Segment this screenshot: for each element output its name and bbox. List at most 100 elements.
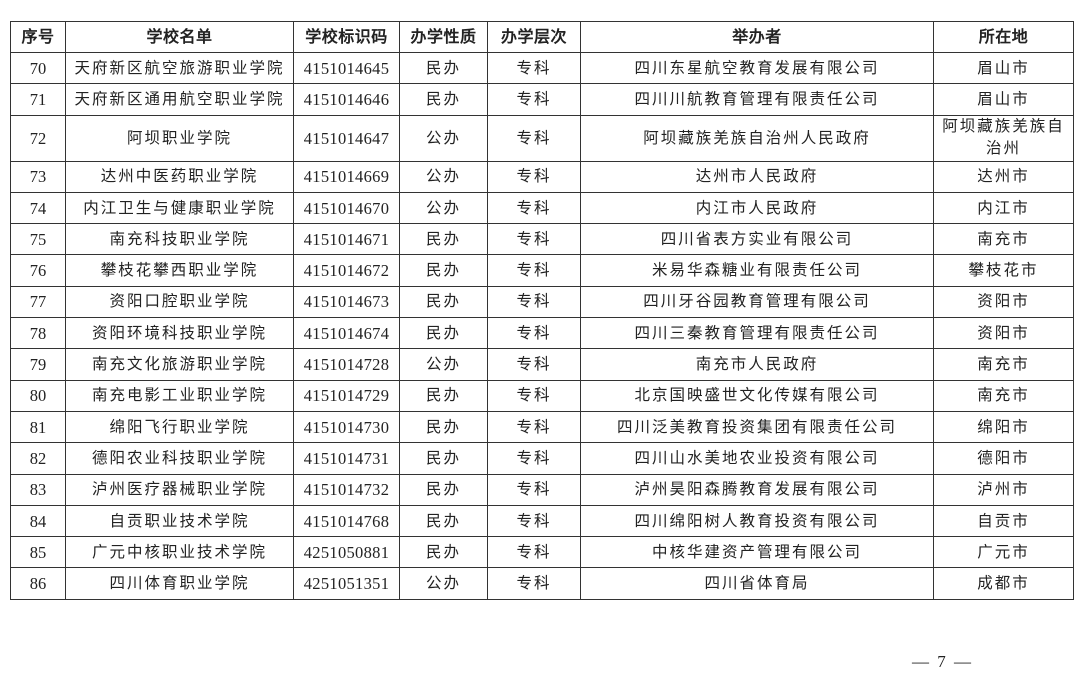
cell-school-name: 资阳口腔职业学院 [65, 285, 294, 319]
cell-school-name: 广元中核职业技术学院 [65, 536, 294, 569]
cell-school-name: 四川体育职业学院 [65, 567, 294, 600]
page-number: — 7 — [912, 652, 973, 671]
cell-level: 专科 [487, 379, 581, 412]
header-school-code: 学校标识码 [293, 21, 400, 53]
cell-sponsor: 四川牙谷园教育管理有限公司 [580, 285, 934, 319]
cell-seq: 78 [10, 317, 66, 350]
cell-seq: 85 [10, 536, 66, 569]
cell-ownership: 民办 [399, 379, 488, 412]
cell-level: 专科 [487, 536, 581, 569]
table-row: 75 南充科技职业学院 4151014671 民办 专科 四川省表方实业有限公司 南充市 [10, 223, 1074, 256]
table-row: 73 达州中医药职业学院 4151014669 公办 专科 达州市人民政府 达州市 [10, 160, 1074, 193]
cell-school-name: 德阳农业科技职业学院 [65, 442, 294, 475]
cell-school-name: 资阳环境科技职业学院 [65, 317, 294, 350]
cell-seq: 73 [10, 160, 66, 193]
cell-school-name: 阿坝职业学院 [65, 114, 294, 162]
cell-seq: 82 [10, 442, 66, 475]
cell-sponsor: 四川东星航空教育发展有限公司 [580, 51, 934, 85]
cell-seq: 86 [10, 567, 66, 600]
cell-ownership: 公办 [399, 160, 488, 193]
cell-sponsor: 四川山水美地农业投资有限公司 [580, 442, 934, 475]
cell-school-code: 4151014671 [293, 223, 400, 256]
cell-school-name: 绵阳飞行职业学院 [65, 410, 294, 444]
table-row: 83 泸州医疗器械职业学院 4151014732 民办 专科 泸州昊阳森腾教育发展有限公司… [10, 473, 1074, 506]
cell-ownership: 民办 [399, 442, 488, 475]
cell-level: 专科 [487, 223, 581, 256]
table-row: 84 自贡职业技术学院 4151014768 民办 专科 四川绵阳树人教育投资有限公司 自贡… [10, 504, 1074, 538]
cell-school-name: 达州中医药职业学院 [65, 160, 294, 193]
table-row: 72 阿坝职业学院 4151014647 公办 专科 阿坝藏族羌族自治州人民政府 阿坝藏族羌… [10, 114, 1074, 162]
cell-location: 眉山市 [933, 51, 1074, 85]
cell-school-code: 4151014729 [293, 379, 400, 412]
cell-sponsor: 米易华森糖业有限责任公司 [580, 254, 934, 287]
table-row: 70 天府新区航空旅游职业学院 4151014645 民办 专科 四川东星航空教育发展有限… [10, 51, 1074, 85]
cell-school-code: 4151014645 [293, 51, 400, 85]
cell-ownership: 民办 [399, 254, 488, 287]
cell-sponsor: 泸州昊阳森腾教育发展有限公司 [580, 473, 934, 506]
cell-school-code: 4151014731 [293, 442, 400, 475]
cell-location: 德阳市 [933, 442, 1074, 475]
cell-level: 专科 [487, 317, 581, 350]
table-row: 74 内江卫生与健康职业学院 4151014670 公办 专科 内江市人民政府 内江市 [10, 191, 1074, 225]
table-row: 77 资阳口腔职业学院 4151014673 民办 专科 四川牙谷园教育管理有限公司 资阳市 [10, 285, 1074, 319]
cell-location: 资阳市 [933, 317, 1074, 350]
cell-school-name: 南充电影工业职业学院 [65, 379, 294, 412]
cell-location: 绵阳市 [933, 410, 1074, 444]
cell-school-name: 南充科技职业学院 [65, 223, 294, 256]
table-row: 82 德阳农业科技职业学院 4151014731 民办 专科 四川山水美地农业投资有限公司… [10, 442, 1074, 475]
header-location: 所在地 [933, 21, 1074, 53]
cell-school-name: 天府新区通用航空职业学院 [65, 83, 294, 116]
cell-ownership: 公办 [399, 114, 488, 162]
cell-ownership: 民办 [399, 285, 488, 319]
cell-sponsor: 四川三秦教育管理有限责任公司 [580, 317, 934, 350]
table-row: 71 天府新区通用航空职业学院 4151014646 民办 专科 四川川航教育管理有限责任… [10, 83, 1074, 116]
cell-seq: 81 [10, 410, 66, 444]
cell-seq: 79 [10, 348, 66, 381]
table-row: 81 绵阳飞行职业学院 4151014730 民办 专科 四川泛美教育投资集团有限责任公司… [10, 410, 1074, 444]
cell-ownership: 民办 [399, 317, 488, 350]
cell-location: 内江市 [933, 191, 1074, 225]
cell-location: 资阳市 [933, 285, 1074, 319]
cell-ownership: 公办 [399, 567, 488, 600]
cell-level: 专科 [487, 285, 581, 319]
cell-sponsor: 四川省表方实业有限公司 [580, 223, 934, 256]
cell-location: 达州市 [933, 160, 1074, 193]
cell-sponsor: 四川泛美教育投资集团有限责任公司 [580, 410, 934, 444]
cell-school-name: 内江卫生与健康职业学院 [65, 191, 294, 225]
cell-location: 广元市 [933, 536, 1074, 569]
cell-ownership: 民办 [399, 410, 488, 444]
cell-sponsor: 北京国映盛世文化传媒有限公司 [580, 379, 934, 412]
cell-school-name: 南充文化旅游职业学院 [65, 348, 294, 381]
cell-level: 专科 [487, 348, 581, 381]
cell-ownership: 民办 [399, 83, 488, 116]
cell-level: 专科 [487, 567, 581, 600]
header-school-name: 学校名单 [65, 21, 294, 53]
header-ownership: 办学性质 [399, 21, 488, 53]
table-row: 79 南充文化旅游职业学院 4151014728 公办 专科 南充市人民政府 南充市 [10, 348, 1074, 381]
cell-ownership: 公办 [399, 348, 488, 381]
cell-school-code: 4151014768 [293, 504, 400, 538]
cell-ownership: 民办 [399, 473, 488, 506]
cell-school-name: 天府新区航空旅游职业学院 [65, 51, 294, 85]
cell-level: 专科 [487, 114, 581, 162]
cell-ownership: 民办 [399, 51, 488, 85]
cell-sponsor: 内江市人民政府 [580, 191, 934, 225]
cell-school-code: 4151014669 [293, 160, 400, 193]
school-list-table: 序号 学校名单 学校标识码 办学性质 办学层次 举办者 所在地 70 天府新区航空旅游职业学院… [10, 21, 1074, 600]
cell-sponsor: 达州市人民政府 [580, 160, 934, 193]
cell-level: 专科 [487, 410, 581, 444]
cell-sponsor: 四川绵阳树人教育投资有限公司 [580, 504, 934, 538]
cell-ownership: 公办 [399, 191, 488, 225]
table-row: 78 资阳环境科技职业学院 4151014674 民办 专科 四川三秦教育管理有限责任公司… [10, 317, 1074, 350]
cell-seq: 75 [10, 223, 66, 256]
cell-ownership: 民办 [399, 536, 488, 569]
cell-location: 眉山市 [933, 83, 1074, 116]
cell-location: 攀枝花市 [933, 254, 1074, 287]
cell-seq: 80 [10, 379, 66, 412]
cell-level: 专科 [487, 442, 581, 475]
cell-seq: 77 [10, 285, 66, 319]
cell-seq: 83 [10, 473, 66, 506]
header-level: 办学层次 [487, 21, 581, 53]
cell-location: 泸州市 [933, 473, 1074, 506]
header-seq: 序号 [10, 21, 66, 53]
